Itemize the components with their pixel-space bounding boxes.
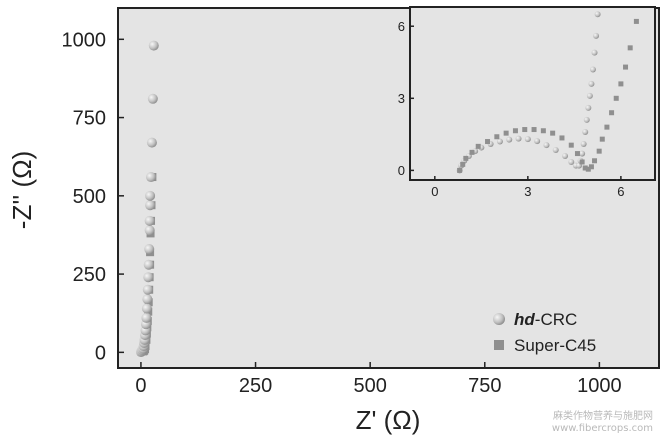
- point-hd-crc: [141, 303, 152, 314]
- point-hd-crc: [594, 11, 601, 18]
- point-hd-crc: [496, 138, 503, 145]
- point-hd-crc: [568, 158, 575, 165]
- point-super-c45: [613, 95, 619, 101]
- point-hd-crc: [142, 284, 153, 295]
- point-super-c45: [604, 124, 610, 130]
- point-super-c45: [531, 127, 537, 133]
- point-super-c45: [475, 143, 481, 149]
- point-super-c45: [609, 110, 615, 116]
- point-hd-crc: [579, 150, 586, 157]
- legend-marker-hd-crc: [493, 313, 505, 325]
- point-super-c45: [633, 18, 639, 24]
- point-hd-crc: [593, 32, 600, 39]
- main-data-points: [135, 40, 159, 358]
- y-tick-label: 0: [95, 342, 106, 364]
- point-hd-crc: [515, 135, 522, 142]
- point-super-c45: [585, 166, 591, 172]
- point-hd-crc: [142, 294, 153, 305]
- point-super-c45: [623, 64, 629, 70]
- main-ticks: 0 250 500 750 1000 0 250 500 750 1000: [62, 29, 622, 397]
- y-tick-label: 0: [398, 163, 405, 178]
- legend: hd-CRC Super-C45: [493, 310, 596, 355]
- x-tick-label: 1000: [577, 375, 622, 397]
- point-hd-crc: [582, 128, 589, 135]
- inset-ticks: 0 3 6 0 3 6: [398, 19, 625, 199]
- point-hd-crc: [562, 152, 569, 159]
- point-hd-crc: [144, 225, 155, 236]
- watermark-line-2: www.fibercrops.com: [551, 423, 653, 434]
- x-axis-title: Z' (Ω): [356, 405, 421, 435]
- point-hd-crc: [141, 312, 152, 323]
- point-super-c45: [574, 151, 580, 157]
- point-hd-crc: [144, 244, 155, 255]
- point-super-c45: [592, 158, 598, 164]
- point-super-c45: [494, 134, 500, 140]
- point-super-c45: [588, 164, 594, 170]
- point-super-c45: [463, 155, 469, 161]
- point-hd-crc: [148, 40, 159, 51]
- legend-label-super-c45: Super-C45: [514, 336, 596, 355]
- point-hd-crc: [524, 136, 531, 143]
- point-hd-crc: [146, 172, 157, 183]
- x-tick-label: 3: [524, 184, 531, 199]
- x-tick-label: 250: [239, 375, 272, 397]
- point-super-c45: [469, 149, 475, 155]
- point-hd-crc: [552, 146, 559, 153]
- point-hd-crc: [580, 140, 587, 147]
- x-tick-label: 750: [468, 375, 501, 397]
- point-super-c45: [559, 135, 565, 141]
- point-hd-crc: [145, 200, 156, 211]
- point-super-c45: [503, 130, 509, 136]
- y-tick-label: 6: [398, 19, 405, 34]
- x-tick-label: 0: [431, 184, 438, 199]
- point-super-c45: [627, 45, 633, 51]
- point-hd-crc: [506, 136, 513, 143]
- x-tick-label: 6: [617, 184, 624, 199]
- watermark-line-1: 麻类作物营养与施肥网: [553, 411, 653, 422]
- point-super-c45: [540, 128, 546, 134]
- point-super-c45: [512, 128, 518, 134]
- point-hd-crc: [145, 190, 156, 201]
- inset-plot-area: [409, 6, 656, 181]
- point-hd-crc: [534, 138, 541, 145]
- point-super-c45: [582, 165, 588, 171]
- point-super-c45: [618, 81, 624, 87]
- point-super-c45: [568, 142, 574, 148]
- point-hd-crc: [589, 66, 596, 73]
- point-super-c45: [550, 130, 556, 136]
- point-super-c45: [596, 148, 602, 154]
- x-tick-label: 0: [135, 375, 146, 397]
- x-tick-label: 500: [353, 375, 386, 397]
- legend-marker-super-c45: [494, 340, 504, 350]
- inset-data-points: [456, 11, 639, 174]
- point-super-c45: [457, 167, 463, 173]
- y-tick-label: 1000: [62, 29, 107, 51]
- point-hd-crc: [543, 142, 550, 149]
- point-hd-crc: [147, 93, 158, 104]
- point-hd-crc: [143, 259, 154, 270]
- y-tick-label: 250: [73, 264, 106, 286]
- point-super-c45: [579, 159, 585, 165]
- point-super-c45: [460, 161, 466, 167]
- point-hd-crc: [143, 272, 154, 283]
- point-hd-crc: [146, 137, 157, 148]
- y-tick-label: 750: [73, 108, 106, 130]
- point-super-c45: [522, 127, 528, 133]
- watermark: 麻类作物营养与施肥网 www.fibercrops.com: [552, 411, 653, 435]
- y-tick-label: 500: [73, 186, 106, 208]
- y-tick-label: 3: [398, 91, 405, 106]
- point-hd-crc: [588, 80, 595, 87]
- point-hd-crc: [144, 215, 155, 226]
- legend-label-hd-crc: hd-CRC: [514, 310, 577, 329]
- point-hd-crc: [585, 104, 592, 111]
- point-hd-crc: [586, 92, 593, 99]
- y-axis-title: -Z'' (Ω): [7, 151, 37, 229]
- point-super-c45: [599, 136, 605, 142]
- point-hd-crc: [591, 49, 598, 56]
- point-hd-crc: [583, 116, 590, 123]
- point-super-c45: [485, 139, 491, 145]
